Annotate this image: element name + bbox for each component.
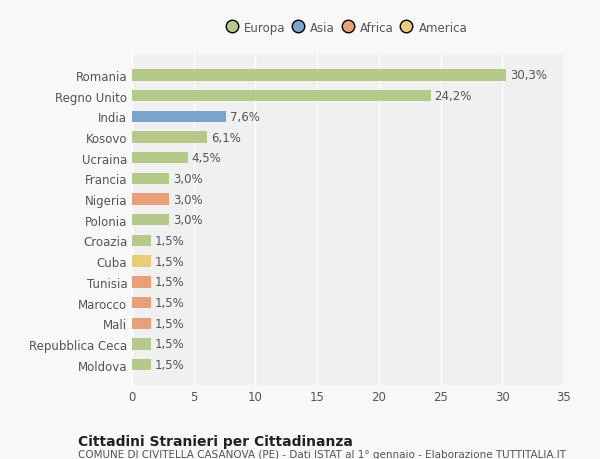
Bar <box>132 318 151 329</box>
Text: 1,5%: 1,5% <box>154 255 184 268</box>
Bar <box>132 153 188 164</box>
Text: 1,5%: 1,5% <box>154 276 184 289</box>
Bar <box>132 277 151 288</box>
Bar <box>132 297 151 308</box>
Text: 1,5%: 1,5% <box>154 338 184 351</box>
Text: 7,6%: 7,6% <box>230 111 259 123</box>
Bar <box>132 194 169 205</box>
Text: 3,0%: 3,0% <box>173 193 202 206</box>
Bar <box>132 235 151 246</box>
Text: 3,0%: 3,0% <box>173 214 202 227</box>
Text: 1,5%: 1,5% <box>154 358 184 371</box>
Bar <box>132 132 207 143</box>
Bar <box>132 174 169 185</box>
Legend: Europa, Asia, Africa, America: Europa, Asia, Africa, America <box>225 18 471 38</box>
Text: COMUNE DI CIVITELLA CASANOVA (PE) - Dati ISTAT al 1° gennaio - Elaborazione TUTT: COMUNE DI CIVITELLA CASANOVA (PE) - Dati… <box>78 449 566 459</box>
Text: 6,1%: 6,1% <box>211 131 241 144</box>
Bar <box>132 339 151 350</box>
Bar <box>132 215 169 226</box>
Text: 24,2%: 24,2% <box>434 90 472 103</box>
Bar <box>132 359 151 370</box>
Text: 30,3%: 30,3% <box>509 69 547 82</box>
Text: 3,0%: 3,0% <box>173 173 202 185</box>
Text: 1,5%: 1,5% <box>154 317 184 330</box>
Text: 1,5%: 1,5% <box>154 235 184 247</box>
Bar <box>132 70 506 81</box>
Text: 1,5%: 1,5% <box>154 297 184 309</box>
Bar <box>132 256 151 267</box>
Bar <box>132 112 226 123</box>
Text: Cittadini Stranieri per Cittadinanza: Cittadini Stranieri per Cittadinanza <box>78 434 353 448</box>
Text: 4,5%: 4,5% <box>191 152 221 165</box>
Bar <box>132 91 431 102</box>
